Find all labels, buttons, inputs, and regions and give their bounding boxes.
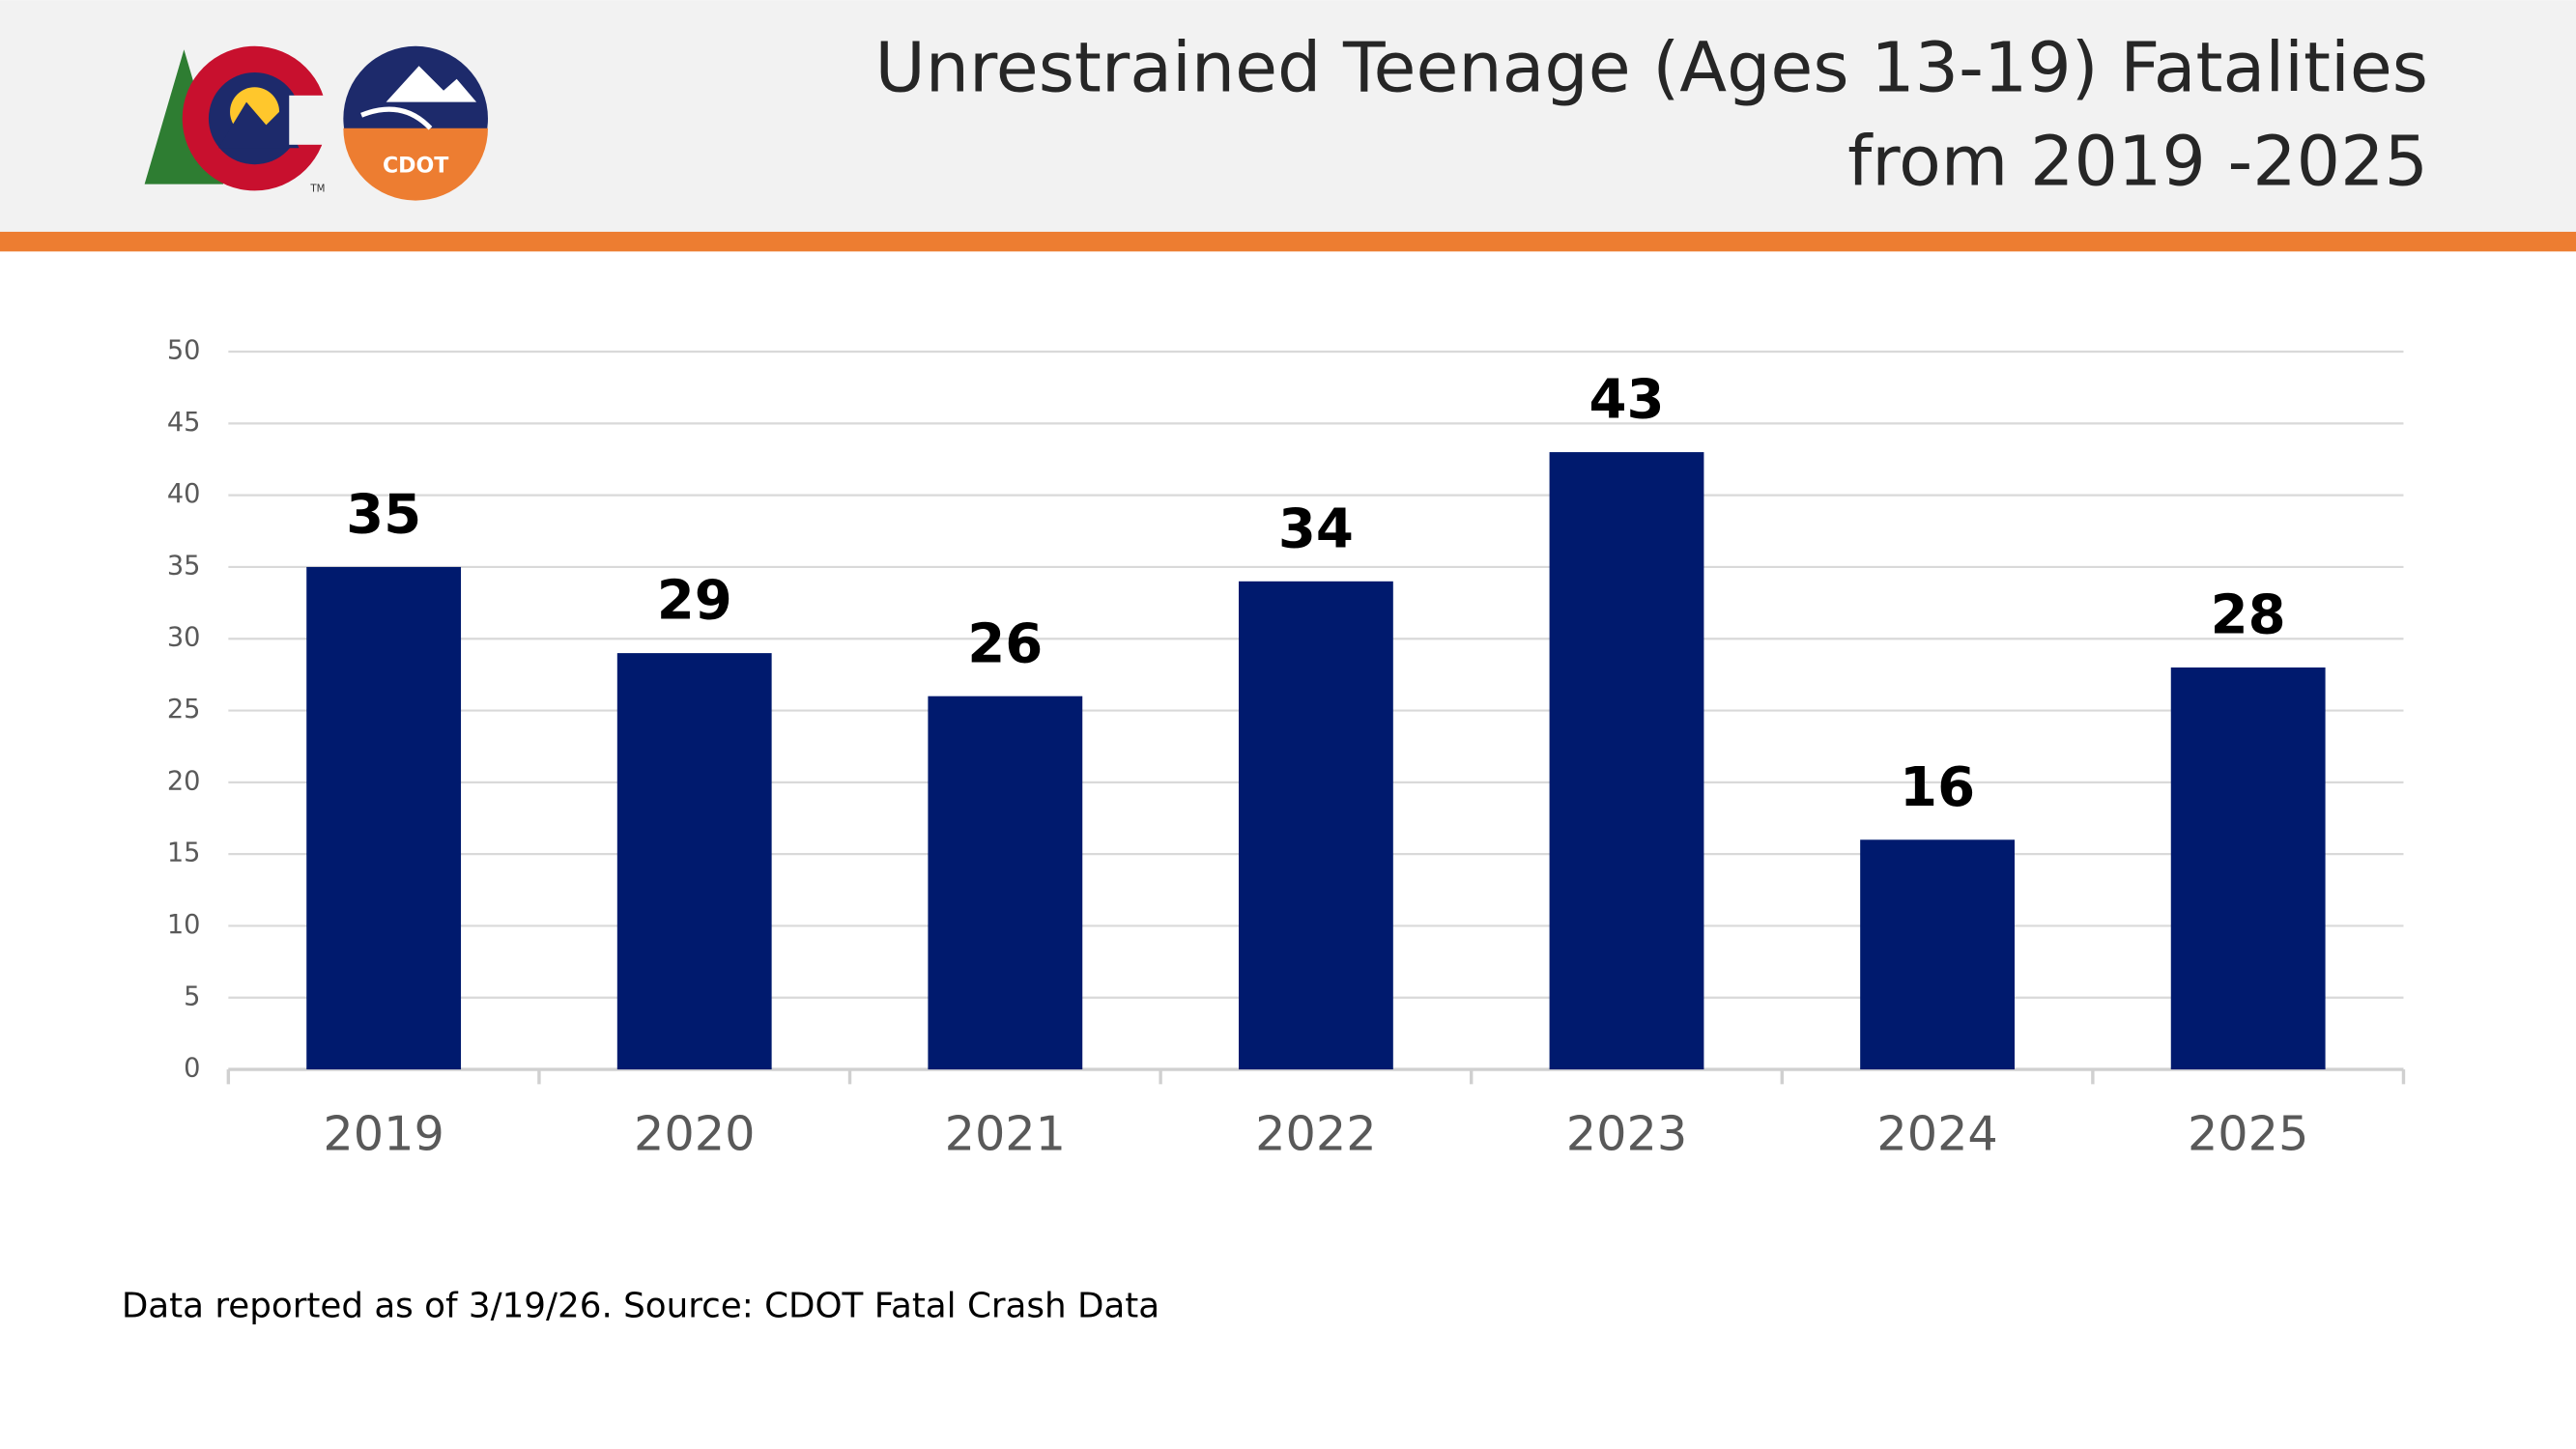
y-tick-label: 15 bbox=[167, 838, 201, 868]
data-label: 29 bbox=[657, 570, 732, 633]
bar bbox=[306, 566, 462, 1070]
y-tick-label: 20 bbox=[167, 766, 201, 796]
chart-title: from 2019 -2025 bbox=[1847, 121, 2428, 201]
footnote: Data reported as of 3/19/26. Source: CDO… bbox=[122, 1287, 1159, 1326]
x-tick-label: 2019 bbox=[323, 1105, 444, 1161]
y-tick-label: 25 bbox=[167, 695, 201, 724]
colorado-logo: TM bbox=[144, 45, 335, 195]
bar bbox=[1860, 839, 2015, 1070]
x-tick-label: 2024 bbox=[1876, 1105, 1997, 1161]
bar bbox=[928, 696, 1083, 1070]
y-tick-label: 45 bbox=[167, 408, 201, 438]
y-tick-label: 35 bbox=[167, 551, 201, 581]
y-tick-label: 5 bbox=[184, 981, 200, 1011]
data-label: 26 bbox=[967, 612, 1043, 675]
cdot-logo: CDOT bbox=[343, 45, 488, 201]
logo-label: CDOT bbox=[383, 153, 448, 178]
chart-title: Unrestrained Teenage (Ages 13-19) Fatali… bbox=[874, 28, 2428, 108]
y-tick-label: 10 bbox=[167, 910, 201, 940]
bar bbox=[1238, 581, 1393, 1070]
x-tick-label: 2021 bbox=[945, 1105, 1066, 1161]
data-label: 16 bbox=[1900, 756, 1975, 819]
data-label: 34 bbox=[1278, 497, 1354, 560]
y-tick-label: 50 bbox=[167, 336, 201, 366]
y-tick-label: 30 bbox=[167, 623, 201, 653]
bar bbox=[1549, 452, 1704, 1070]
bar bbox=[2170, 667, 2326, 1070]
bar bbox=[616, 653, 772, 1070]
x-tick-label: 2025 bbox=[2188, 1105, 2308, 1161]
trademark: TM bbox=[309, 185, 325, 195]
x-tick-label: 2020 bbox=[634, 1105, 755, 1161]
y-tick-label: 0 bbox=[184, 1054, 200, 1084]
x-tick-label: 2022 bbox=[1255, 1105, 1376, 1161]
x-tick-label: 2023 bbox=[1566, 1105, 1687, 1161]
y-tick-label: 40 bbox=[167, 479, 201, 509]
header-rule bbox=[0, 231, 2576, 252]
data-label: 28 bbox=[2211, 584, 2286, 647]
data-label: 35 bbox=[346, 484, 421, 547]
data-label: 43 bbox=[1589, 369, 1664, 432]
